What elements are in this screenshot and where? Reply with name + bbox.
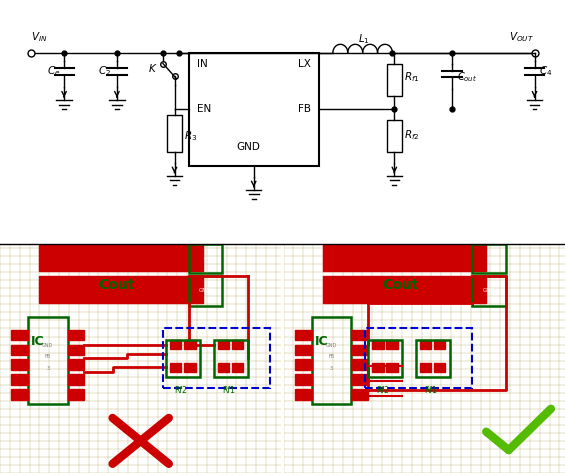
Text: $R_{f2}$: $R_{f2}$	[404, 128, 420, 142]
Bar	[218, 363, 229, 372]
Bar	[295, 344, 312, 355]
Bar	[184, 340, 195, 349]
Bar	[189, 53, 319, 166]
Text: FB: FB	[45, 354, 51, 359]
Bar	[184, 363, 195, 372]
Text: FB: FB	[298, 104, 311, 114]
Text: $L_1$: $L_1$	[358, 32, 370, 46]
Bar	[372, 363, 384, 372]
Text: GND: GND	[236, 142, 260, 152]
Bar	[68, 389, 84, 400]
Bar	[28, 317, 68, 404]
Bar	[214, 340, 247, 377]
Text: Cout: Cout	[98, 278, 135, 292]
Bar	[166, 340, 200, 377]
Bar	[368, 340, 402, 377]
Bar	[351, 359, 368, 370]
Text: $C_4$: $C_4$	[540, 64, 553, 78]
Bar	[68, 359, 84, 370]
Text: Cout: Cout	[382, 278, 419, 292]
Bar	[386, 120, 402, 152]
Bar	[323, 244, 486, 271]
Bar	[11, 374, 28, 385]
Bar	[232, 340, 244, 349]
Text: 3: 3	[46, 366, 49, 371]
Bar	[11, 359, 28, 370]
Text: $C_{out}$: $C_{out}$	[457, 70, 477, 84]
Bar	[386, 340, 398, 349]
Bar	[232, 363, 244, 372]
Bar	[40, 276, 203, 303]
Bar	[170, 340, 181, 349]
Text: ↓: ↓	[203, 294, 208, 299]
Bar	[416, 340, 450, 377]
Bar	[163, 328, 270, 388]
Bar	[11, 330, 28, 340]
Bar	[295, 359, 312, 370]
Text: GND: GND	[42, 343, 54, 348]
Text: $K$: $K$	[147, 62, 157, 74]
Text: ↓: ↓	[486, 294, 492, 299]
Text: IC: IC	[31, 335, 45, 348]
Bar	[386, 63, 402, 96]
Text: IC: IC	[315, 335, 328, 348]
Bar	[170, 363, 181, 372]
Bar	[68, 374, 84, 385]
Text: LX: LX	[298, 59, 311, 69]
Text: $R_{f1}$: $R_{f1}$	[404, 70, 420, 84]
Bar	[189, 276, 222, 306]
Bar	[68, 344, 84, 355]
Text: FB: FB	[328, 354, 334, 359]
Bar	[372, 340, 384, 349]
Bar	[351, 330, 368, 340]
Bar	[365, 328, 472, 388]
Text: $R_3$: $R_3$	[184, 129, 197, 143]
Bar	[189, 244, 222, 273]
Bar	[420, 340, 431, 349]
Bar	[167, 115, 182, 152]
Text: $C_e$: $C_e$	[47, 64, 60, 78]
Bar	[351, 374, 368, 385]
Bar	[351, 389, 368, 400]
Bar	[312, 317, 351, 404]
Text: $C_2$: $C_2$	[98, 64, 111, 78]
Bar	[386, 363, 398, 372]
Bar	[323, 276, 486, 303]
Text: GND: GND	[326, 343, 337, 348]
Bar	[434, 363, 445, 372]
Text: Rf1: Rf1	[222, 385, 235, 394]
Text: Rf2: Rf2	[175, 385, 188, 394]
Text: +: +	[202, 255, 208, 262]
Bar	[351, 344, 368, 355]
Text: $V_{IN}$: $V_{IN}$	[31, 30, 47, 44]
Bar	[40, 244, 203, 271]
Bar	[218, 340, 229, 349]
Text: GND: GND	[483, 288, 496, 293]
Bar	[420, 363, 431, 372]
Bar	[68, 330, 84, 340]
Bar	[472, 276, 506, 306]
Text: 3: 3	[330, 366, 333, 371]
Text: +: +	[486, 255, 492, 262]
Text: GND: GND	[199, 288, 212, 293]
Text: Rf2: Rf2	[376, 385, 389, 394]
Bar	[11, 344, 28, 355]
Text: $V_{OUT}$: $V_{OUT}$	[510, 30, 534, 44]
Text: Rf1: Rf1	[424, 385, 437, 394]
Text: IN: IN	[197, 59, 207, 69]
Bar	[295, 330, 312, 340]
Bar	[295, 389, 312, 400]
Bar	[11, 389, 28, 400]
Bar	[295, 374, 312, 385]
Text: EN: EN	[197, 104, 211, 114]
Bar	[434, 340, 445, 349]
Bar	[472, 244, 506, 273]
